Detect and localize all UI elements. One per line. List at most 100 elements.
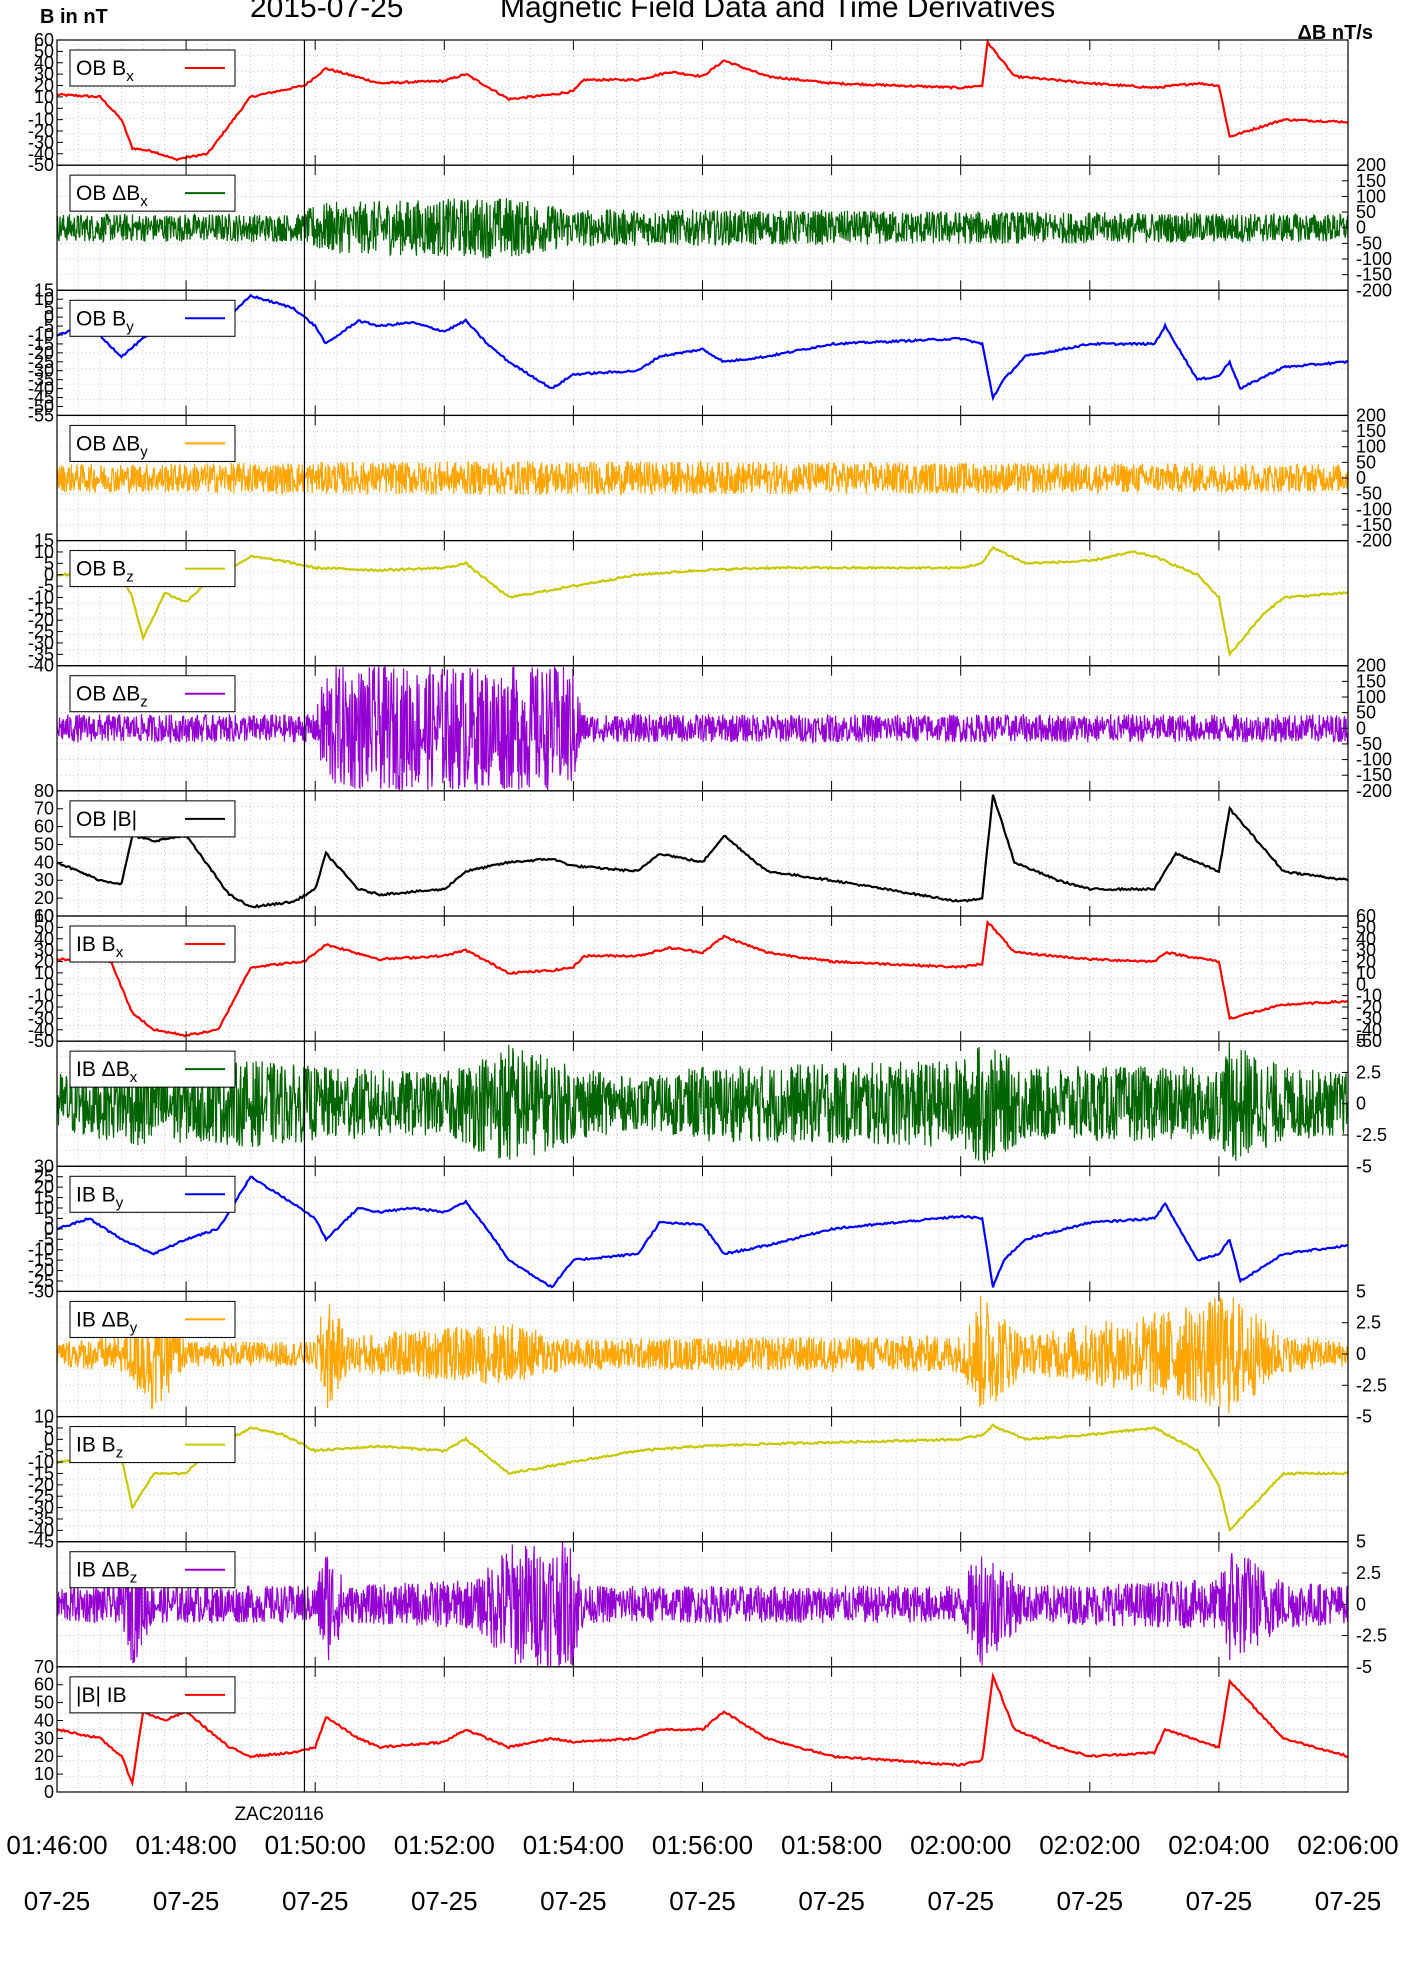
y-tick-label: -5 bbox=[38, 576, 54, 596]
legend-label-main: OB B bbox=[76, 558, 126, 581]
right-axis-unit: ΔB nT/s bbox=[1297, 22, 1374, 44]
y-tick-label: -200 bbox=[1356, 781, 1392, 801]
legend-label: |B| IB bbox=[76, 1684, 127, 1707]
series-ob-dby bbox=[56, 459, 1349, 496]
y-tick-label: -5 bbox=[38, 316, 54, 336]
y-tick-label: 10 bbox=[34, 87, 54, 107]
panel-frame bbox=[56, 1415, 1349, 1543]
y-tick-label: -25 bbox=[28, 622, 54, 642]
y-tick-label: -30 bbox=[28, 633, 54, 653]
y-tick-label: 0 bbox=[44, 1782, 54, 1802]
y-tick-label: 10 bbox=[34, 1198, 54, 1218]
legend-label-main: IB ΔB bbox=[76, 1559, 130, 1582]
legend-label-main: OB B bbox=[76, 307, 126, 330]
y-tick-label: 40 bbox=[34, 1710, 54, 1730]
y-tick-label: -30 bbox=[28, 1281, 54, 1301]
y-tick-label: -2.5 bbox=[1356, 1375, 1387, 1395]
y-tick-label: 5 bbox=[1356, 1281, 1366, 1301]
series-ib-bx bbox=[56, 919, 1349, 1038]
y-tick-label: 100 bbox=[1356, 437, 1386, 457]
panel-frame bbox=[56, 39, 1349, 166]
legend-label: IB Bz bbox=[76, 1434, 123, 1462]
y-tick-label: -100 bbox=[1356, 499, 1392, 519]
y-tick-label: 5 bbox=[44, 553, 54, 573]
y-tick-label: -10 bbox=[28, 986, 54, 1006]
legend-label-subscript: x bbox=[116, 944, 124, 961]
legend-label: OB By bbox=[76, 307, 134, 335]
x-tick-label-time: 01:48:00 bbox=[135, 1830, 236, 1860]
legend-label-subscript: y bbox=[140, 443, 148, 460]
y-tick-label: 0 bbox=[44, 98, 54, 118]
y-tick-label: 5 bbox=[1356, 1532, 1366, 1552]
y-tick-label: 20 bbox=[34, 952, 54, 972]
y-tick-label: 30 bbox=[34, 870, 54, 890]
y-tick-label: -35 bbox=[28, 1509, 54, 1529]
y-tick-label: 50 bbox=[34, 41, 54, 61]
series-ib-dbx bbox=[56, 1041, 1349, 1164]
y-tick-label: -40 bbox=[1356, 1020, 1382, 1040]
legend-label-main: |B| IB bbox=[76, 1684, 127, 1707]
legend-label-main: IB ΔB bbox=[76, 1058, 130, 1081]
y-tick-label: -20 bbox=[28, 1261, 54, 1281]
y-tick-label: 60 bbox=[1356, 906, 1376, 926]
y-tick-label: 5 bbox=[44, 1418, 54, 1438]
y-tick-label: -10 bbox=[28, 1240, 54, 1260]
x-tick-label-time: 02:06:00 bbox=[1297, 1830, 1398, 1860]
series-ib-by bbox=[56, 1175, 1349, 1289]
y-tick-label: 0 bbox=[1356, 718, 1366, 738]
y-tick-label: 10 bbox=[34, 906, 54, 926]
y-tick-label: -150 bbox=[1356, 265, 1392, 285]
event-marker-label: ZAC20116 bbox=[234, 1804, 323, 1825]
y-tick-label: 50 bbox=[1356, 202, 1376, 222]
y-tick-label: -200 bbox=[1356, 280, 1392, 300]
y-tick-label: -30 bbox=[28, 132, 54, 152]
series-ob-bz bbox=[57, 545, 1349, 658]
y-tick-label: 0 bbox=[44, 565, 54, 585]
legend-label-subscript: x bbox=[126, 68, 134, 85]
x-tick-label-date: 07-25 bbox=[927, 1886, 994, 1916]
series-ob-dbz bbox=[56, 665, 1349, 792]
y-tick-label: 200 bbox=[1356, 155, 1386, 175]
y-tick-label: 10 bbox=[1356, 963, 1376, 983]
y-tick-label: -50 bbox=[28, 155, 54, 175]
panel-frame bbox=[56, 539, 1349, 667]
y-tick-label: 200 bbox=[1356, 656, 1386, 676]
legend-label: OB ΔBx bbox=[76, 182, 148, 210]
y-tick-label: -100 bbox=[1356, 249, 1392, 269]
y-tick-label: 0 bbox=[44, 974, 54, 994]
chart-date-title: 2015-07-25 bbox=[250, 0, 404, 24]
y-tick-label: 0 bbox=[1356, 1594, 1366, 1614]
x-tick-label-date: 07-25 bbox=[153, 1886, 220, 1916]
y-tick-label: -30 bbox=[1356, 1008, 1382, 1028]
y-tick-label: -40 bbox=[28, 379, 54, 399]
y-tick-label: 40 bbox=[1356, 929, 1376, 949]
y-tick-label: 50 bbox=[1356, 452, 1376, 472]
y-tick-label: -50 bbox=[1356, 484, 1382, 504]
y-tick-label: -45 bbox=[28, 1532, 54, 1552]
y-tick-label: -25 bbox=[28, 1271, 54, 1291]
legend-label-main: IB B bbox=[76, 1434, 116, 1457]
y-tick-label: -50 bbox=[28, 1031, 54, 1051]
y-tick-label: 0 bbox=[1356, 1094, 1366, 1114]
y-tick-label: 70 bbox=[34, 799, 54, 819]
y-tick-label: -15 bbox=[28, 334, 54, 354]
y-tick-label: 20 bbox=[34, 1177, 54, 1197]
x-tick-label-date: 07-25 bbox=[1315, 1886, 1382, 1916]
y-tick-label: 50 bbox=[34, 834, 54, 854]
y-tick-label: -55 bbox=[28, 405, 54, 425]
y-tick-label: 20 bbox=[34, 1746, 54, 1766]
y-tick-label: 0 bbox=[44, 1429, 54, 1449]
legend-label: OB Bx bbox=[76, 57, 134, 85]
x-tick-label-date: 07-25 bbox=[282, 1886, 349, 1916]
y-tick-label: 5 bbox=[44, 1208, 54, 1228]
y-tick-label: -10 bbox=[28, 325, 54, 345]
y-tick-label: 60 bbox=[34, 30, 54, 50]
y-tick-label: 70 bbox=[34, 1657, 54, 1677]
x-tick-label-date: 07-25 bbox=[798, 1886, 865, 1916]
y-tick-label: 10 bbox=[34, 1764, 54, 1784]
legend-label-subscript: z bbox=[116, 1445, 124, 1462]
x-tick-label-time: 01:46:00 bbox=[6, 1830, 107, 1860]
y-tick-label: -15 bbox=[28, 1463, 54, 1483]
y-tick-label: 50 bbox=[1356, 703, 1376, 723]
